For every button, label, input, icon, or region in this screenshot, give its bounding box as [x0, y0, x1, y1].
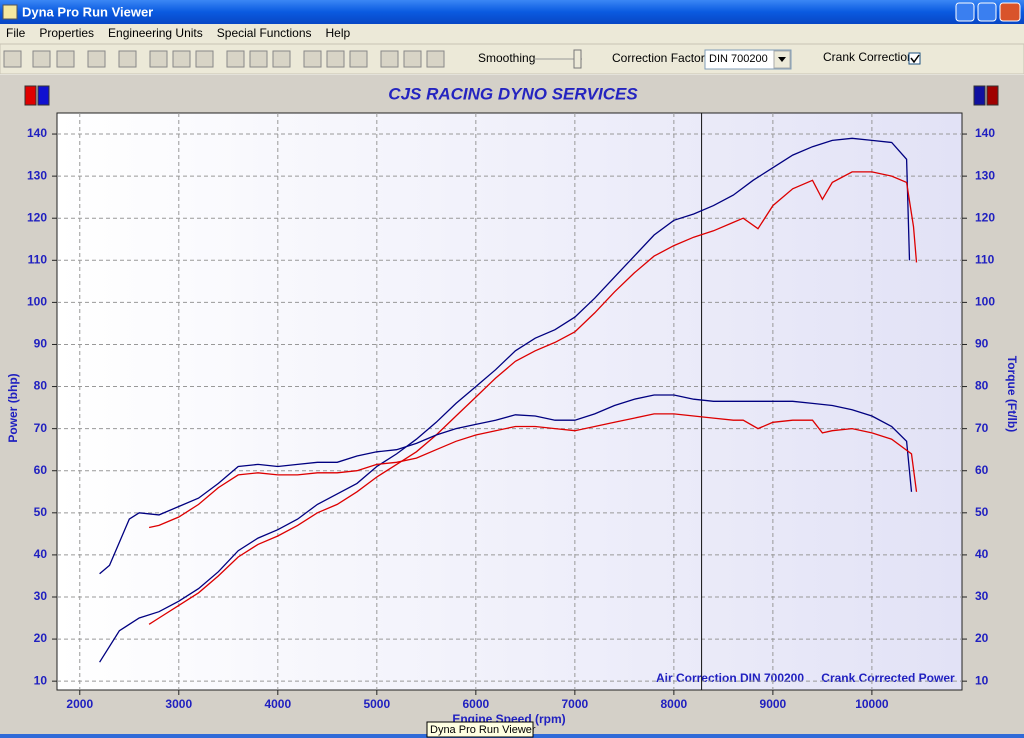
y2-tick-label: 60 — [975, 463, 989, 477]
y-tick-label: 110 — [28, 252, 48, 266]
run-swatch[interactable] — [986, 85, 999, 106]
tool-button[interactable] — [403, 50, 422, 68]
run-swatch[interactable] — [37, 85, 50, 106]
y-tick-label: 130 — [27, 168, 47, 182]
correction-dropdown[interactable] — [704, 49, 792, 70]
series-line — [99, 137, 911, 663]
menu-item[interactable]: Properties — [39, 26, 94, 40]
y2-tick-label: 40 — [975, 547, 989, 561]
tool-button[interactable] — [56, 50, 75, 68]
y2-tick-label: 130 — [975, 168, 995, 182]
tool-button[interactable] — [172, 50, 191, 68]
slider-thumb[interactable] — [573, 49, 582, 69]
tool-button[interactable] — [349, 50, 368, 68]
tooltip-box — [426, 721, 534, 738]
x-tick-label: 6000 — [462, 697, 489, 711]
menu-item[interactable]: Special Functions — [217, 26, 312, 40]
menu-item[interactable]: Engineering Units — [108, 26, 203, 40]
y2-tick-label: 10 — [975, 673, 989, 687]
toolbar-icons — [3, 50, 445, 68]
y-tick-label: 30 — [34, 589, 48, 603]
run-swatch[interactable] — [24, 85, 37, 106]
y2-tick-label: 140 — [975, 126, 995, 140]
x-tick-label: 7000 — [561, 697, 588, 711]
x-tick-label: 5000 — [363, 697, 390, 711]
menu-bar — [0, 24, 1024, 44]
tooltip: Dyna Pro Run Viewer — [430, 724, 536, 736]
x-tick-label: 3000 — [165, 697, 192, 711]
tool-button[interactable] — [380, 50, 399, 68]
tool-button[interactable] — [32, 50, 51, 68]
x-tick-label: 8000 — [661, 697, 688, 711]
y-tick-label: 140 — [27, 126, 47, 140]
tool-button[interactable] — [326, 50, 345, 68]
crank-correction-label: Crank Correction — [823, 50, 914, 64]
y2-tick-label: 100 — [975, 295, 995, 309]
tool-button[interactable] — [149, 50, 168, 68]
y-tick-label: 20 — [34, 631, 48, 645]
y-tick-label: 60 — [34, 463, 48, 477]
x-tick-label: 9000 — [760, 697, 787, 711]
y-tick-label: 40 — [34, 547, 48, 561]
dropdown-arrow — [778, 57, 786, 62]
series-line — [99, 394, 913, 575]
y2-tick-label: 20 — [975, 631, 989, 645]
y-tick-label: 80 — [34, 379, 48, 393]
y-tick-label: 70 — [34, 421, 48, 435]
y2-tick-label: 90 — [975, 337, 989, 351]
y2-tick-label: 70 — [975, 421, 989, 435]
close-button[interactable] — [999, 2, 1021, 22]
annotation: Air Correction DIN 700200 — [656, 671, 804, 685]
menu-item[interactable]: File — [6, 26, 26, 40]
toolbar — [0, 43, 1024, 75]
tool-button[interactable] — [272, 50, 291, 68]
plot-area — [56, 112, 963, 691]
menu-item[interactable]: Help — [326, 26, 351, 40]
x-tick-label: 2000 — [66, 697, 93, 711]
chart-title: CJS RACING DYNO SERVICES — [388, 84, 638, 103]
tool-button[interactable] — [3, 50, 22, 68]
y2-axis-label: Torque (Ft/lb) — [1005, 356, 1019, 432]
tool-button[interactable] — [195, 50, 214, 68]
y-axis-label: Power (bhp) — [6, 373, 20, 442]
y2-tick-label: 50 — [975, 505, 989, 519]
checkmark — [910, 54, 920, 64]
crank-checkbox[interactable] — [908, 52, 921, 65]
run-swatch[interactable] — [973, 85, 986, 106]
x-tick-label: 10000 — [855, 697, 889, 711]
app-icon — [2, 4, 18, 20]
restore-button[interactable] — [977, 2, 997, 22]
tool-button[interactable] — [249, 50, 268, 68]
correction-factor-label: Correction Factor — [612, 51, 705, 65]
y2-tick-label: 110 — [975, 252, 995, 266]
minimize-button[interactable] — [955, 2, 975, 22]
plot-layer: 10 20 30 40 50 60 70 80 90 100 110 120 130 140 10 20 30 4… — [27, 113, 995, 711]
tool-button[interactable] — [426, 50, 445, 68]
title-bar — [0, 0, 1024, 24]
tool-button[interactable] — [87, 50, 106, 68]
y-tick-label: 90 — [34, 337, 48, 351]
series-line — [148, 413, 918, 529]
tool-button[interactable] — [226, 50, 245, 68]
x-tick-label: 4000 — [264, 697, 291, 711]
y-tick-label: 10 — [34, 673, 48, 687]
series-line — [148, 171, 918, 625]
window-title: Dyna Pro Run Viewer — [22, 4, 153, 19]
y2-tick-label: 80 — [975, 379, 989, 393]
smoothing-label: Smoothing — [478, 51, 535, 65]
tool-button[interactable] — [303, 50, 322, 68]
y-tick-label: 100 — [27, 295, 47, 309]
y2-tick-label: 30 — [975, 589, 989, 603]
tool-button[interactable] — [118, 50, 137, 68]
annotation: Crank Corrected Power — [821, 671, 955, 685]
correction-value: DIN 700200 — [709, 53, 768, 65]
y2-tick-label: 120 — [975, 210, 995, 224]
y-tick-label: 120 — [27, 210, 47, 224]
y-tick-label: 50 — [34, 505, 48, 519]
